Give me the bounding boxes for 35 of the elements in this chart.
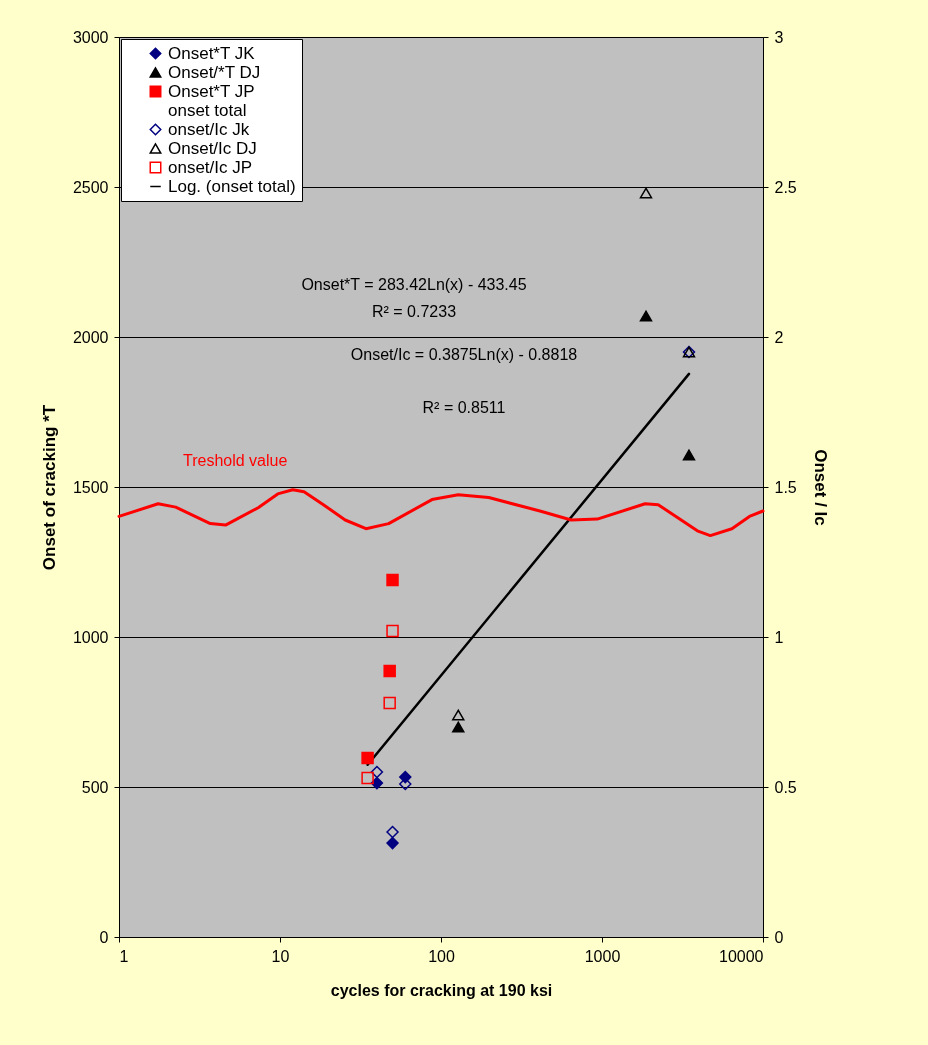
- y2-tick-label: 1: [774, 628, 784, 646]
- y-tick-label: 1500: [72, 478, 109, 496]
- y2-tick-label: 2: [774, 328, 784, 346]
- text: onset total: [168, 100, 247, 120]
- y2-tick-label: 1.5: [774, 478, 797, 496]
- x-tick-label: 1: [119, 947, 129, 965]
- y2-axis-title: Onset / Ic: [810, 449, 830, 526]
- y2-tick-label: 0.5: [774, 778, 797, 796]
- x-axis-title: cycles for cracking at 190 ksi: [330, 981, 553, 999]
- legend-label: Onset/Ic DJ: [168, 138, 257, 158]
- legend-label: Onset/*T DJ: [168, 62, 261, 82]
- x-tick-label: 10: [271, 947, 290, 965]
- y2-tick-label: 2.5: [774, 178, 797, 196]
- legend-label: Log. (onset total): [168, 176, 296, 196]
- legend-label: onset/Ic JP: [168, 157, 253, 177]
- annotation: Onset*T = 283.42Ln(x) - 433.45: [301, 276, 527, 293]
- legend-label: Onset*T JP: [168, 81, 255, 101]
- y-tick-label: 2500: [72, 178, 109, 196]
- y-tick-label: 500: [81, 778, 109, 796]
- y2-tick-label: 3: [774, 28, 784, 46]
- annotation: R² = 0.7233: [371, 303, 457, 320]
- annotation: Treshold value: [183, 452, 288, 469]
- y2-tick-label: 0: [774, 928, 784, 946]
- y-tick-label: 1000: [72, 628, 109, 646]
- x-tick-label: 10000: [719, 947, 764, 965]
- x-tick-label: 100: [428, 947, 455, 965]
- y-axis-title: Onset of cracking *T: [39, 404, 59, 571]
- legend-label: Onset*T JK: [168, 43, 256, 63]
- annotation: Onset/Ic = 0.3875Ln(x) - 0.8818: [350, 346, 578, 363]
- legend-label: onset/Ic Jk: [168, 119, 250, 139]
- y-tick-label: 0: [99, 928, 109, 946]
- annotation: R² = 0.8511: [422, 399, 506, 416]
- y-tick-label: 3000: [72, 28, 109, 46]
- x-tick-label: 1000: [584, 947, 621, 965]
- y-tick-label: 2000: [72, 328, 109, 346]
